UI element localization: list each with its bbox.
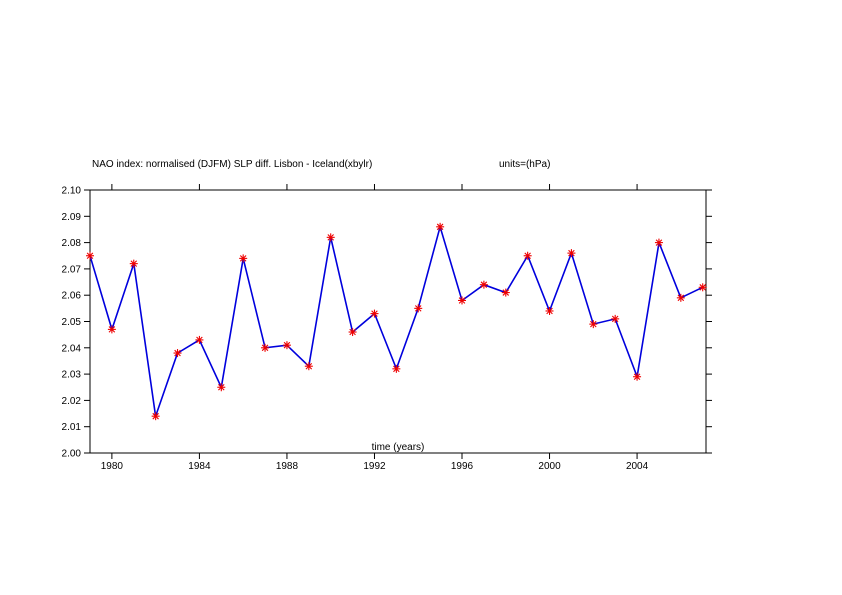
data-point bbox=[633, 372, 642, 381]
data-point bbox=[304, 362, 313, 371]
data-point bbox=[370, 309, 379, 318]
y-tick-label: 2.05 bbox=[62, 317, 82, 328]
data-point bbox=[151, 412, 160, 421]
x-tick-label: 1980 bbox=[101, 461, 124, 472]
data-point bbox=[589, 320, 598, 329]
data-point bbox=[414, 304, 423, 313]
data-point bbox=[392, 364, 401, 373]
data-point bbox=[698, 283, 707, 292]
data-point bbox=[195, 335, 204, 344]
data-point bbox=[107, 325, 116, 334]
x-tick-label: 1984 bbox=[188, 461, 211, 472]
data-point bbox=[282, 341, 291, 350]
data-point bbox=[348, 328, 357, 337]
data-point bbox=[239, 254, 248, 263]
data-point bbox=[217, 383, 226, 392]
y-axis: 2.00 2.01 2.02 2.03 2.04 2.05 2.06 2.07 2.08 2.09… bbox=[62, 186, 712, 460]
data-point bbox=[654, 238, 663, 247]
data-point bbox=[261, 343, 270, 352]
y-tick-label: 2.06 bbox=[62, 291, 82, 302]
x-axis: 1980 1984 1988 1992 1996 2000 2004 bbox=[101, 184, 649, 472]
data-point bbox=[173, 349, 182, 358]
data-point bbox=[545, 306, 554, 315]
x-tick-label: 2000 bbox=[538, 461, 561, 472]
y-tick-label: 2.04 bbox=[62, 343, 82, 354]
x-tick-label: 1992 bbox=[363, 461, 386, 472]
series-markers bbox=[86, 222, 707, 421]
data-point bbox=[458, 296, 467, 305]
data-point bbox=[326, 233, 335, 242]
series-line bbox=[89, 223, 704, 417]
x-axis-label: time (years) bbox=[372, 442, 425, 453]
data-point bbox=[523, 251, 532, 260]
plot-frame bbox=[89, 189, 707, 454]
data-point bbox=[611, 314, 620, 323]
x-tick-label: 1988 bbox=[276, 461, 299, 472]
units-label: units=(hPa) bbox=[499, 159, 550, 170]
data-point bbox=[479, 280, 488, 289]
y-tick-label: 2.10 bbox=[62, 186, 82, 197]
x-tick-label: 2004 bbox=[626, 461, 649, 472]
y-tick-label: 2.02 bbox=[62, 396, 82, 407]
chart-title: NAO index: normalised (DJFM) SLP diff. L… bbox=[92, 159, 372, 170]
y-tick-label: 2.00 bbox=[62, 449, 82, 460]
y-tick-label: 2.08 bbox=[62, 238, 82, 249]
data-point bbox=[501, 288, 510, 297]
data-point bbox=[86, 251, 94, 260]
x-tick-label: 1996 bbox=[451, 461, 474, 472]
data-point bbox=[567, 249, 576, 258]
data-point bbox=[436, 222, 445, 231]
y-tick-label: 2.01 bbox=[62, 422, 82, 433]
y-tick-label: 2.09 bbox=[62, 212, 82, 223]
data-point bbox=[676, 293, 685, 302]
y-tick-label: 2.03 bbox=[62, 370, 82, 381]
y-tick-label: 2.07 bbox=[62, 264, 82, 275]
data-point bbox=[129, 259, 138, 268]
